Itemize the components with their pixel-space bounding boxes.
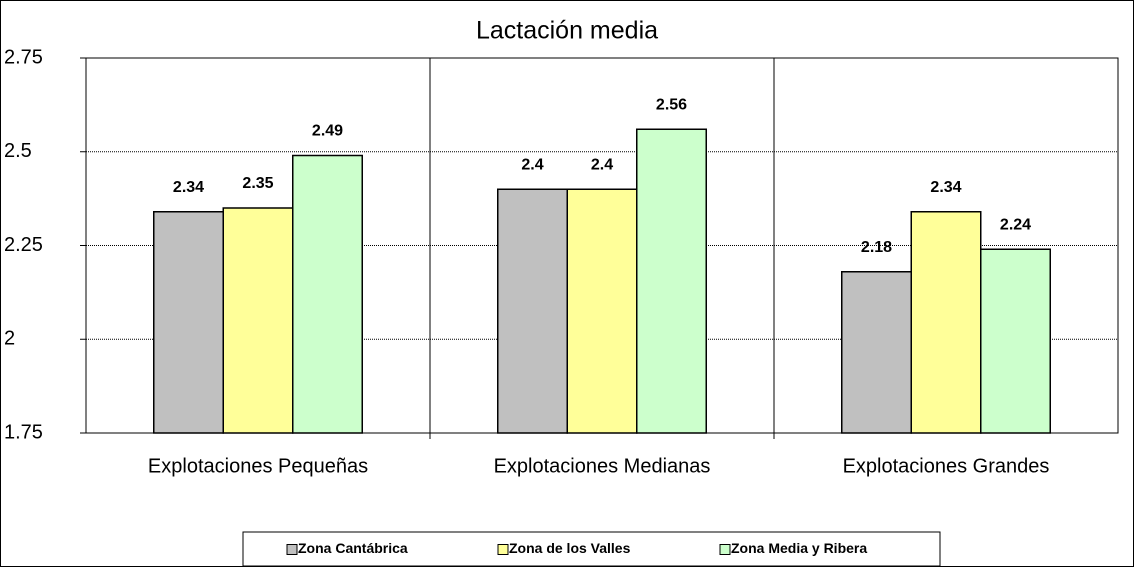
legend-label: Zona de los Valles [509, 540, 631, 556]
bar [841, 271, 912, 434]
legend-swatch [286, 544, 298, 555]
value-label: 2.4 [521, 156, 543, 173]
bar [292, 154, 363, 434]
bar [980, 248, 1051, 434]
value-label: 2.49 [312, 123, 343, 140]
legend-box [242, 531, 941, 567]
chart-title: Lactación media [476, 17, 658, 45]
bar [636, 128, 707, 434]
x-tick-label: Explotaciones Grandes [843, 455, 1050, 477]
bar [910, 211, 982, 434]
x-tick-label: Explotaciones Medianas [494, 455, 711, 477]
value-label: 2.56 [656, 96, 687, 113]
value-label: 2.34 [173, 179, 204, 196]
y-tick-label: 2.5 [4, 140, 32, 162]
x-tick-label: Explotaciones Pequeñas [148, 455, 368, 477]
legend-swatch [497, 544, 509, 555]
y-tick-label: 2.25 [4, 234, 43, 256]
bar [153, 211, 224, 434]
value-label: 2.34 [930, 179, 961, 196]
value-label: 2.24 [1000, 216, 1031, 233]
legend-swatch [719, 544, 731, 555]
bar [497, 188, 568, 434]
bar [222, 207, 294, 434]
legend-label: Zona Cantábrica [298, 540, 408, 556]
value-label: 2.4 [591, 156, 613, 173]
value-label: 2.35 [242, 175, 273, 192]
value-label: 2.18 [861, 239, 892, 256]
y-tick-label: 2.75 [4, 46, 43, 68]
bar [566, 188, 638, 434]
y-tick-label: 1.75 [4, 421, 43, 443]
y-tick-label: 2 [4, 328, 15, 350]
legend-label: Zona Media y Ribera [731, 540, 867, 556]
